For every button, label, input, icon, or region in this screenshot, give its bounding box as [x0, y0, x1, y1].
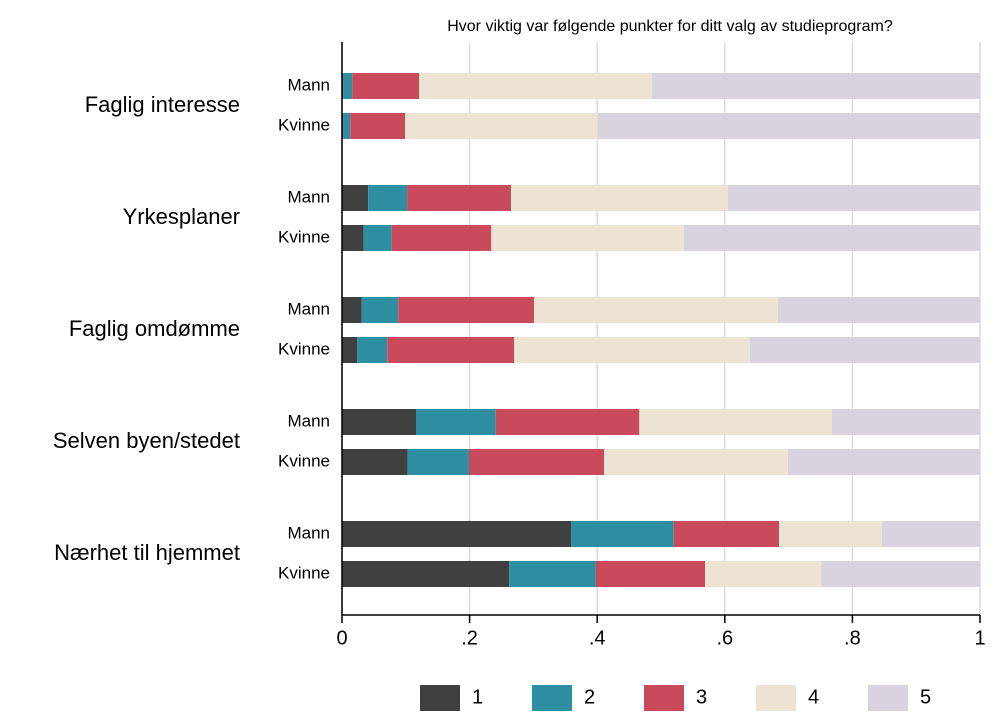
bar-segment: [342, 225, 364, 251]
bar-segment: [342, 297, 362, 323]
bar-segment: [391, 225, 492, 251]
subcategory-label: Mann: [287, 523, 330, 542]
legend-swatch: [868, 685, 908, 711]
group-label: Faglig interesse: [85, 92, 240, 117]
bar-segment: [416, 409, 496, 435]
x-tick-label: .2: [461, 627, 478, 649]
bar-segment: [491, 225, 684, 251]
bar-segment: [514, 337, 750, 363]
bar-segment: [639, 409, 832, 435]
bar-segment: [361, 297, 399, 323]
bar-segment: [673, 521, 780, 547]
bar-segment: [342, 409, 417, 435]
subcategory-label: Kvinne: [278, 227, 330, 246]
legend-label: 2: [584, 686, 595, 708]
legend-label: 1: [472, 686, 483, 708]
bar-segment: [881, 521, 980, 547]
legend-swatch: [644, 685, 684, 711]
bar-segment: [368, 185, 408, 211]
bar-segment: [350, 113, 406, 139]
bar-segment: [511, 185, 728, 211]
bar-segment: [787, 449, 980, 475]
bar-segment: [407, 449, 469, 475]
subcategory-label: Mann: [287, 411, 330, 430]
x-tick-label: .8: [844, 627, 861, 649]
subcategory-label: Mann: [287, 299, 330, 318]
bar-segment: [342, 521, 572, 547]
x-tick-label: .4: [589, 627, 606, 649]
legend-swatch: [420, 685, 460, 711]
bar-segment: [749, 337, 980, 363]
legend-swatch: [532, 685, 572, 711]
legend-label: 3: [696, 686, 707, 708]
x-tick-label: 1: [974, 627, 985, 649]
subcategory-label: Kvinne: [278, 451, 330, 470]
bar-segment: [398, 297, 535, 323]
bar-segment: [509, 561, 596, 587]
group-label: Selven byen/stedet: [53, 428, 240, 453]
bar-segment: [468, 449, 605, 475]
bar-segment: [419, 73, 653, 99]
group-label: Yrkesplaner: [123, 204, 240, 229]
bar-segment: [342, 185, 369, 211]
subcategory-label: Kvinne: [278, 115, 330, 134]
bar-segment: [652, 73, 980, 99]
subcategory-label: Mann: [287, 187, 330, 206]
bar-segment: [534, 297, 778, 323]
group-label: Nærhet til hjemmet: [54, 540, 240, 565]
bar-segment: [604, 449, 788, 475]
chart-title: Hvor viktig var følgende punkter for dit…: [447, 18, 893, 35]
bar-segment: [342, 449, 408, 475]
bar-segment: [571, 521, 674, 547]
bar-segment: [831, 409, 980, 435]
bar-segment: [683, 225, 980, 251]
bar-segment: [343, 73, 353, 99]
bar-segment: [363, 225, 392, 251]
bar-segment: [342, 561, 510, 587]
bar-segment: [595, 561, 706, 587]
bar-segment: [343, 113, 351, 139]
x-tick-label: .6: [716, 627, 733, 649]
group-label: Faglig omdømme: [69, 316, 240, 341]
bar-segment: [821, 561, 980, 587]
legend-swatch: [756, 685, 796, 711]
bar-segment: [727, 185, 980, 211]
legend-label: 5: [920, 686, 931, 708]
subcategory-label: Kvinne: [278, 339, 330, 358]
subcategory-label: Kvinne: [278, 563, 330, 582]
subcategory-label: Mann: [287, 75, 330, 94]
bar-segment: [779, 521, 882, 547]
bar-segment: [705, 561, 822, 587]
bar-segment: [352, 73, 420, 99]
x-tick-label: 0: [336, 627, 347, 649]
bar-segment: [405, 113, 598, 139]
legend-label: 4: [808, 686, 819, 708]
bar-segment: [342, 337, 358, 363]
bar-segment: [597, 113, 980, 139]
bar-segment: [777, 297, 980, 323]
bar-segment: [387, 337, 515, 363]
bar-segment: [495, 409, 640, 435]
bar-segment: [407, 185, 512, 211]
bar-segment: [357, 337, 388, 363]
